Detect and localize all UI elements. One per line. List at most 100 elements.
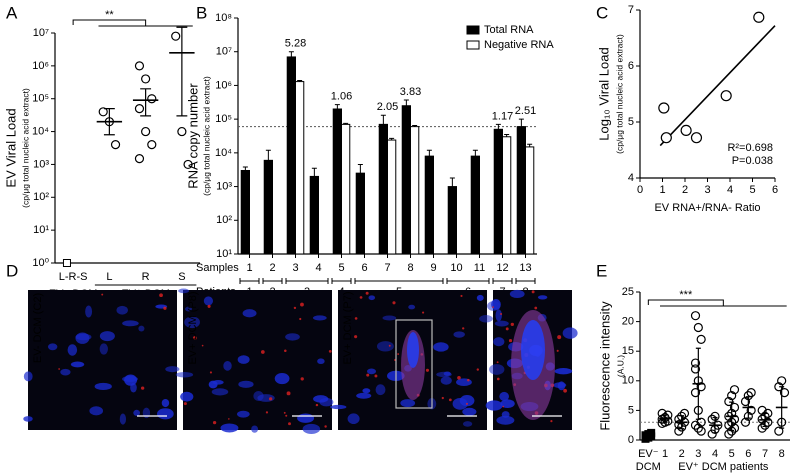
signal — [228, 418, 230, 420]
data-point — [690, 420, 701, 430]
data-point — [690, 311, 701, 321]
ratio-label: 5.28 — [285, 38, 306, 50]
micrograph — [175, 288, 334, 435]
y-tick-label: 20 — [622, 316, 634, 328]
bar — [447, 186, 458, 255]
significance-label: *** — [679, 289, 693, 301]
panel-letter: C — [596, 3, 608, 22]
signal — [285, 414, 288, 417]
y-tick-label: 0 — [628, 434, 634, 446]
nucleus — [285, 333, 300, 341]
error-bar — [140, 88, 152, 117]
signal — [392, 301, 396, 305]
y-tick-label: 10 — [622, 375, 634, 387]
nucleus — [494, 320, 509, 327]
signal — [462, 327, 465, 330]
data-point — [696, 426, 706, 436]
data-point — [693, 322, 703, 333]
signal — [563, 388, 567, 393]
error-bar — [712, 416, 718, 434]
data-point — [134, 154, 145, 164]
nucleus — [274, 373, 290, 385]
data-point — [110, 140, 121, 150]
nucleus — [479, 315, 493, 323]
signal — [359, 296, 363, 299]
nucleus — [238, 380, 254, 388]
data-point — [660, 132, 672, 144]
data-point — [658, 102, 670, 114]
panel-letter: D — [6, 261, 18, 280]
data-point — [696, 382, 706, 392]
data-point — [746, 405, 756, 415]
error-bar — [695, 347, 701, 420]
bar — [493, 128, 504, 255]
legend-label: Negative RNA — [484, 39, 554, 51]
x-tick-label: 11 — [474, 262, 485, 274]
nucleus — [185, 306, 192, 312]
data-point — [727, 391, 737, 401]
signal — [508, 338, 513, 343]
micrograph-label: EV- DCM (C2) — [32, 293, 44, 363]
nucleus — [408, 304, 416, 310]
data-point — [763, 417, 773, 427]
nucleus — [440, 376, 452, 385]
y-axis-sublabel: (cp/μg total nucleic acid extract) — [614, 34, 624, 154]
data-point — [641, 433, 650, 442]
data-point — [183, 159, 193, 170]
nucleus — [509, 289, 525, 299]
data-point — [171, 31, 181, 41]
signal — [183, 402, 187, 406]
signal — [505, 327, 509, 331]
data-point — [680, 124, 692, 136]
y-tick-label: 10⁴ — [32, 125, 49, 137]
x-tick-label: 6 — [772, 184, 778, 196]
x-tick-label: 7 — [762, 448, 768, 460]
nucleus — [452, 397, 468, 410]
data-point — [729, 423, 740, 433]
error-bar — [662, 414, 668, 423]
nucleus — [60, 368, 71, 376]
bar — [332, 108, 343, 255]
signal — [212, 420, 217, 425]
micrograph-label: EV+ DCM (P7) — [342, 291, 354, 364]
x-tick-label: 4 — [727, 184, 733, 196]
signal — [460, 294, 463, 298]
y-tick-label: 10¹ — [33, 224, 49, 236]
significance-bracket — [647, 299, 787, 307]
nucleus — [85, 305, 93, 318]
signal — [293, 306, 297, 310]
data-point — [740, 417, 751, 427]
nucleus — [400, 399, 416, 408]
nucleus — [496, 415, 515, 425]
x-tick-label: 4 — [712, 448, 718, 460]
y-tick-label: 25 — [622, 286, 634, 298]
nucleus — [302, 423, 321, 435]
nucleus — [356, 392, 372, 399]
y-tick-label: 10³ — [216, 180, 232, 192]
micrograph — [330, 290, 493, 430]
signal — [425, 368, 430, 372]
data-point — [147, 140, 157, 150]
nucleus — [203, 296, 214, 306]
nucleus — [330, 404, 347, 410]
signal — [550, 420, 553, 423]
signal — [315, 403, 319, 407]
signal — [140, 386, 145, 390]
annotation: R²=0.698 — [727, 142, 773, 154]
bar — [470, 155, 481, 255]
signal — [324, 425, 327, 428]
y-tick-label: 10⁷ — [216, 46, 232, 58]
bar — [341, 123, 351, 255]
data-point — [62, 259, 71, 267]
legend-label: Total RNA — [484, 24, 534, 36]
x-tick-label: L — [106, 271, 112, 283]
x-tick-label: 10 — [450, 262, 462, 274]
nucleus — [138, 325, 145, 332]
nucleus — [180, 391, 194, 402]
signal — [467, 378, 470, 382]
y-tick-label: 10¹ — [216, 248, 232, 260]
signal — [388, 344, 391, 347]
signal — [207, 304, 211, 308]
signal — [502, 405, 505, 408]
